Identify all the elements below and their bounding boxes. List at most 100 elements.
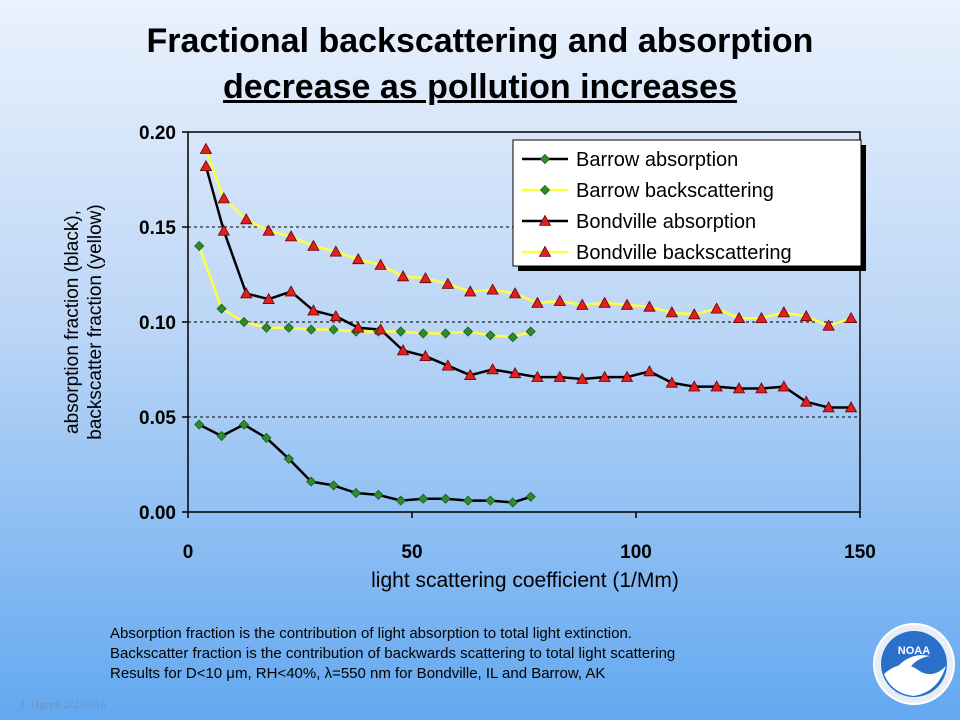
data-point-barrow-absorption [418,493,429,504]
y-tick-label: 0.20 [139,123,176,144]
data-point-bondville-backscattering [396,270,410,282]
data-point-bondville-absorption [643,365,656,377]
data-point-barrow-absorption [194,419,205,430]
data-point-bondville-absorption [262,292,275,305]
series-line-barrow-absorption [198,423,532,504]
data-point-bondville-backscattering [710,302,723,314]
data-point-barrow-absorption [373,489,384,500]
data-point-bondville-absorption [464,368,477,381]
series-line-bondville-backscattering [204,148,852,328]
slide-title-line2: decrease as pollution increases [222,68,738,106]
data-point-barrow-absorption [328,480,339,491]
data-point-bondville-backscattering [620,298,634,310]
data-point-bondville-absorption [822,401,835,413]
footnotes: Absorption fraction is the contribution … [110,624,675,684]
series-line-bondville-absorption [204,165,852,409]
data-point-barrow-backscattering [238,316,250,328]
data-point-bondville-backscattering [643,300,656,312]
data-point-bondville-absorption [307,304,320,316]
data-point-bondville-backscattering [508,287,522,299]
data-point-bondville-absorption [598,370,611,382]
legend-swatch-marker [539,184,551,196]
data-point-bondville-absorption [531,370,544,382]
data-point-bondville-absorption [374,323,387,335]
legend: Barrow absorption Barrow backscattering Bo… [512,139,866,271]
data-point-barrow-absorption [525,491,536,502]
data-point-bondville-backscattering [419,271,432,284]
data-point-bondville-backscattering [665,306,679,318]
series-lines [198,148,852,504]
data-point-barrow-absorption [216,430,227,442]
data-point-bondville-backscattering [844,311,858,324]
data-point-bondville-backscattering [441,277,455,289]
data-point-bondville-absorption [199,159,213,172]
data-point-bondville-backscattering [217,192,231,204]
data-point-barrow-backscattering [328,324,339,335]
data-point-bondville-absorption [508,366,522,379]
data-point-bondville-absorption [777,380,791,392]
data-point-bondville-absorption [441,359,455,371]
data-point-bondville-backscattering [755,311,768,324]
data-point-bondville-absorption [755,382,768,394]
chart: 0.00 0.05 0.10 0.15 0.20 0 50 100 150 light sca… [62,123,876,592]
data-point-bondville-absorption [352,321,365,333]
footnote-backscatter: Backscatter fraction is the contribution… [110,645,676,662]
data-point-bondville-backscattering [464,285,477,297]
data-point-bondville-absorption [284,285,298,297]
data-point-bondville-absorption [396,344,410,356]
data-point-bondville-absorption [688,380,701,392]
data-point-barrow-absorption [350,487,362,499]
data-point-bondville-absorption [576,372,589,384]
y-tick-label: 0.10 [139,313,176,334]
data-point-barrow-backscattering [440,328,451,339]
data-point-barrow-backscattering [395,326,406,337]
data-point-barrow-absorption [507,497,518,508]
data-point-bondville-absorption [553,370,567,382]
svg-text:NOAA: NOAA [898,645,930,657]
data-point-barrow-absorption [440,493,451,504]
data-point-bondville-absorption [844,401,858,413]
data-point-barrow-backscattering [485,330,496,341]
data-point-bondville-backscattering [240,213,253,225]
y-axis-label-line2: backscatter fraction (yellow) [85,204,106,439]
data-point-bondville-absorption [732,382,746,394]
data-point-barrow-absorption [261,432,272,443]
data-point-bondville-backscattering [822,319,835,331]
slide-title-line1: Fractional backscattering and absorption [146,22,814,60]
series-line-barrow-backscattering [198,245,532,339]
y-axis-label-line1: absorption fraction (black), [62,210,83,434]
data-point-bondville-absorption [486,363,499,375]
y-tick-label: 0.00 [139,503,176,524]
noaa-logo-icon: NOAA [873,623,955,705]
legend-label: Barrow backscattering [576,180,774,202]
legend-label: Bondville backscattering [576,242,792,264]
data-point-bondville-absorption [800,395,813,407]
data-point-bondville-backscattering [199,142,213,154]
data-point-bondville-backscattering [329,245,343,257]
data-point-barrow-backscattering [462,326,474,337]
data-point-barrow-backscattering [306,324,317,335]
data-point-bondville-backscattering [576,298,589,310]
data-point-bondville-backscattering [307,239,320,251]
data-point-bondville-backscattering [732,311,746,324]
footnote-absorption: Absorption fraction is the contribution … [110,625,632,642]
data-point-bondville-backscattering [284,230,298,242]
data-point-bondville-backscattering [486,283,499,295]
data-point-bondville-backscattering [531,296,544,308]
data-point-bondville-absorption [419,349,432,362]
data-point-bondville-backscattering [553,294,567,306]
data-point-bondville-backscattering [777,306,791,318]
x-tick-label: 50 [401,542,422,563]
legend-swatch-marker [538,214,552,226]
data-point-bondville-backscattering [262,224,275,236]
data-point-bondville-backscattering [374,258,387,270]
data-point-barrow-absorption [238,419,250,430]
footnote-conditions: Results for D<10 μm, RH<40%, λ=550 nm fo… [110,665,606,682]
legend-swatch-marker [538,245,552,257]
author-credit: J. Ogren 2/2/2016 [20,697,107,711]
legend-label: Bondville absorption [576,211,756,233]
data-point-bondville-absorption [329,309,343,322]
legend-swatch-marker [539,153,551,165]
y-tick-label: 0.15 [139,218,176,239]
y-tick-label: 0.05 [139,408,176,429]
